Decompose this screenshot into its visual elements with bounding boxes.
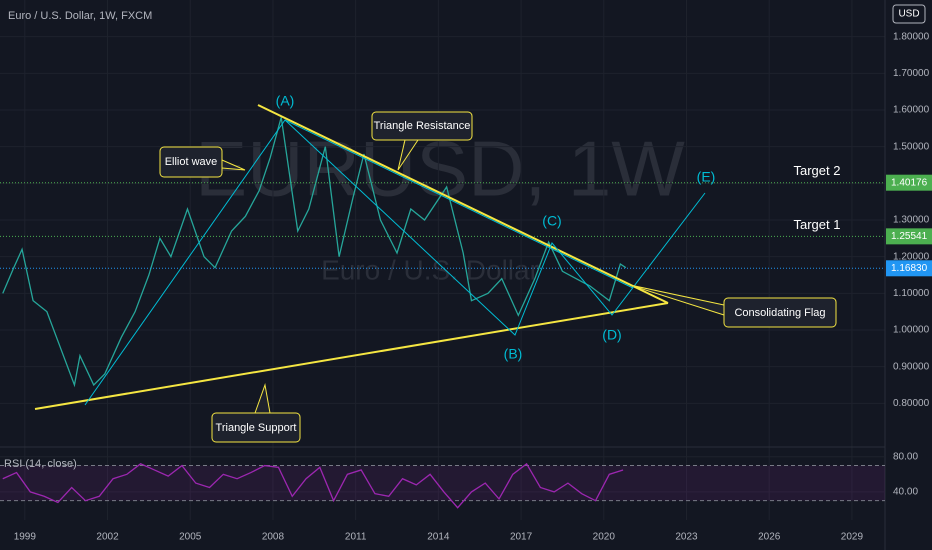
callout-text: Consolidating Flag	[734, 307, 825, 319]
callout-text: Triangle Resistance	[374, 120, 471, 132]
callout	[159, 146, 223, 178]
callout-pointer	[221, 159, 246, 171]
rsi-band	[0, 465, 885, 501]
y-tick-label: 80.00	[893, 451, 918, 462]
support-line	[34, 302, 669, 410]
x-tick-label: 2014	[427, 532, 450, 543]
y-tick-label: 1.30000	[893, 215, 930, 226]
x-tick-label: 2017	[510, 532, 533, 543]
y-tick-label: 1.10000	[893, 288, 930, 299]
x-tick-label: 2002	[96, 532, 119, 543]
x-tick-label: 2011	[345, 532, 367, 543]
x-tick-label: 2008	[262, 532, 285, 543]
callout	[371, 111, 473, 141]
series-line	[2, 117, 627, 388]
wave-label: (E)	[697, 169, 716, 185]
y-tick-label: 1.70000	[893, 68, 930, 79]
callout-pointer	[629, 284, 725, 316]
price-tag	[886, 228, 932, 245]
y-tick-label: 1.20000	[893, 251, 930, 262]
x-tick-label: 2005	[179, 532, 202, 543]
price-tag-label: 1.25541	[891, 231, 928, 242]
callout-pointer	[254, 383, 271, 414]
wave-line	[84, 119, 706, 406]
target-label: Target 1	[794, 217, 841, 232]
x-tick-label: 2023	[675, 532, 698, 543]
y-tick-label: 0.80000	[893, 398, 930, 409]
chart-title: Euro / U.S. Dollar, 1W, FXCM	[8, 10, 152, 22]
resistance-line	[257, 104, 669, 304]
watermark-sub: Euro / U.S. Dollar	[321, 254, 539, 285]
currency-badge[interactable]	[892, 4, 926, 24]
indicator-label: RSI (14, close)	[4, 458, 77, 470]
wave-channel	[284, 119, 634, 289]
price-tag-label: 1.40176	[891, 177, 928, 188]
y-tick-label: 0.90000	[893, 361, 930, 372]
wave-label: (C)	[542, 213, 561, 229]
price-tag	[886, 174, 932, 191]
callout-text: Triangle Support	[216, 422, 297, 434]
y-tick-label: 1.80000	[893, 31, 930, 42]
callout-pointer	[397, 139, 419, 171]
currency: USD	[898, 9, 919, 20]
x-tick-label: 1999	[14, 532, 37, 543]
wave-label: (B)	[504, 346, 523, 362]
price-tag	[886, 260, 932, 277]
callout	[723, 297, 837, 328]
y-tick-label: 1.00000	[893, 325, 930, 336]
target-label: Target 2	[794, 163, 841, 178]
y-tick-label: 40.00	[893, 487, 918, 498]
x-tick-label: 2029	[841, 532, 864, 543]
x-tick-label: 2020	[593, 532, 616, 543]
wave-label: (D)	[602, 327, 621, 343]
y-tick-label: 1.60000	[893, 105, 930, 116]
callout	[211, 412, 301, 443]
x-tick-label: 2026	[758, 532, 781, 543]
y-tick-label: 1.50000	[893, 141, 930, 152]
price-tag-label: 1.16830	[891, 263, 928, 274]
wave-label: (A)	[276, 93, 295, 109]
series-line	[2, 462, 624, 509]
callout-text: Elliot wave	[165, 156, 218, 168]
rsi-pane: 80.00 40.00 RSI (14, close)	[0, 451, 918, 509]
